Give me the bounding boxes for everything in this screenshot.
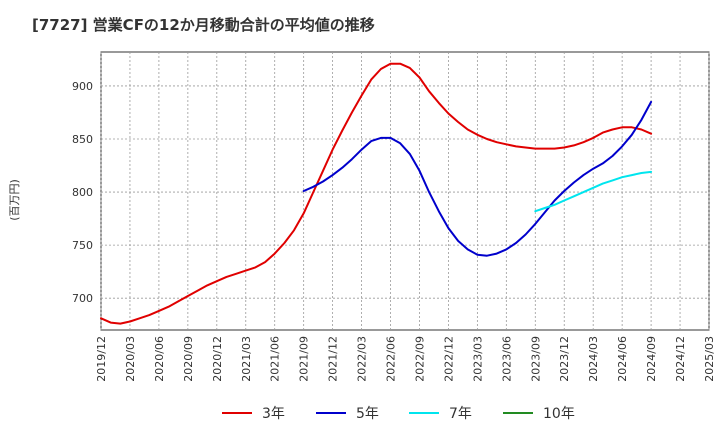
series-lines bbox=[100, 62, 653, 325]
y-tick-label: 900 bbox=[72, 80, 93, 93]
x-tick-label: 2021/06 bbox=[269, 336, 282, 382]
x-tick-label: 2019/12 bbox=[95, 336, 108, 382]
x-tick-labels: 2019/12 2020/03 2020/06 2020/09 2020/12 2021/… bbox=[95, 336, 716, 382]
series-line bbox=[302, 100, 653, 257]
series-line bbox=[534, 170, 653, 213]
x-tick-label: 2020/03 bbox=[124, 336, 137, 382]
y-tick-label: 700 bbox=[72, 292, 93, 305]
legend-label: 5年 bbox=[356, 406, 379, 422]
plot-area bbox=[100, 51, 710, 331]
x-tick-label: 2021/12 bbox=[327, 336, 340, 382]
x-tick-label: 2020/09 bbox=[182, 336, 195, 382]
x-tick-label: 2024/09 bbox=[645, 336, 658, 382]
legend-label: 10年 bbox=[543, 406, 575, 422]
legend-label: 7年 bbox=[449, 406, 472, 422]
x-tick-label: 2021/03 bbox=[240, 336, 253, 382]
x-tick-label: 2025/03 bbox=[703, 336, 716, 382]
x-tick-label: 2023/03 bbox=[471, 336, 484, 382]
x-tick-label: 2024/03 bbox=[587, 336, 600, 382]
x-tick-label: 2022/03 bbox=[356, 336, 369, 382]
legend: 3年 5年 7年 10年 bbox=[222, 406, 575, 422]
x-tick-label: 2022/12 bbox=[442, 336, 455, 382]
x-tick-label: 2024/06 bbox=[616, 336, 629, 382]
grid-lines bbox=[100, 52, 710, 330]
x-tick-label: 2022/06 bbox=[385, 336, 398, 382]
y-tick-label: 750 bbox=[72, 239, 93, 252]
x-tick-label: 2021/09 bbox=[298, 336, 311, 382]
x-tick-label: 2023/09 bbox=[529, 336, 542, 382]
x-tick-label: 2022/09 bbox=[413, 336, 426, 382]
y-axis-label: (百万円) bbox=[8, 179, 21, 221]
chart-title: [7727] 営業CFの12か月移動合計の平均値の推移 bbox=[32, 16, 375, 34]
x-tick-label: 2023/12 bbox=[558, 336, 571, 382]
x-tick-label: 2020/12 bbox=[211, 336, 224, 382]
y-tick-labels: 700 750 800 850 900 bbox=[72, 80, 93, 305]
x-tick-label: 2024/12 bbox=[674, 336, 687, 382]
x-tick-label: 2023/06 bbox=[500, 336, 513, 382]
x-tick-label: 2020/06 bbox=[153, 336, 166, 382]
legend-label: 3年 bbox=[262, 406, 285, 422]
y-tick-label: 850 bbox=[72, 133, 93, 146]
series-line bbox=[100, 62, 653, 325]
y-tick-label: 800 bbox=[72, 186, 93, 199]
